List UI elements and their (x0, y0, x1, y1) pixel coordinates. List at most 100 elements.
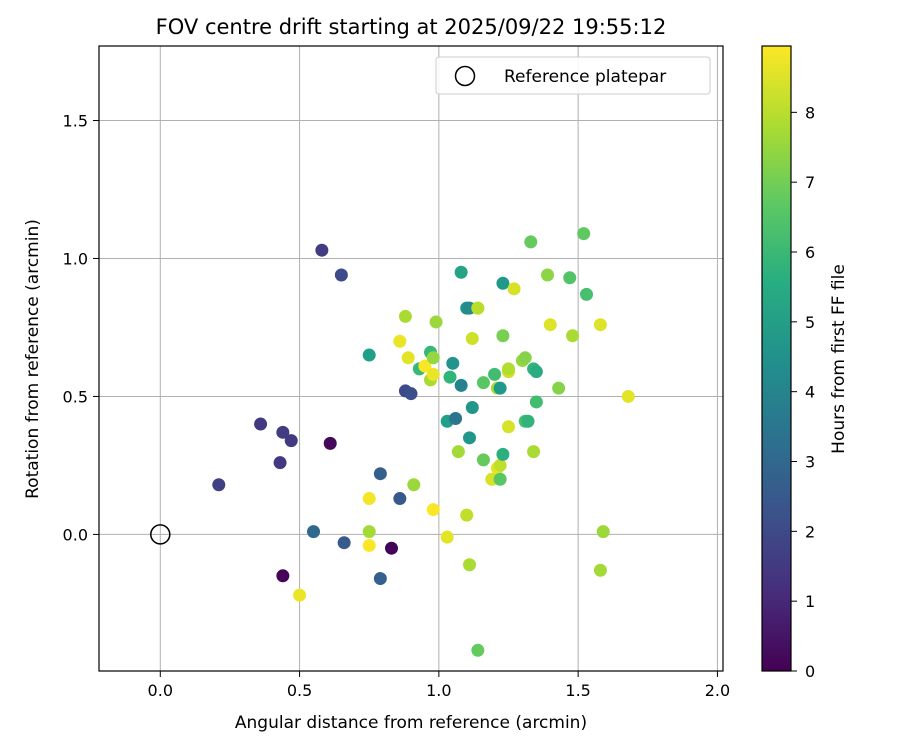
data-point (362, 348, 376, 362)
data-point (518, 351, 532, 365)
colorbar-tick-label: 6 (805, 243, 815, 262)
data-point (276, 569, 290, 583)
colorbar-ticks: 0 1 2 3 4 5 6 7 8 (791, 103, 815, 681)
reference-layer (150, 524, 171, 545)
data-point (527, 445, 541, 459)
data-point (471, 643, 485, 657)
data-point (362, 492, 376, 506)
data-point (429, 315, 443, 329)
legend-marker (454, 65, 476, 87)
data-point (524, 235, 538, 249)
y-tick-label: 1.5 (63, 112, 88, 131)
data-point (212, 478, 226, 492)
x-axis-label: Angular distance from reference (arcmin) (235, 713, 587, 733)
colorbar-tick-label: 1 (805, 592, 815, 611)
data-point (293, 588, 307, 602)
data-point (407, 478, 421, 492)
data-point (577, 227, 591, 241)
data-point (307, 525, 320, 539)
data-point (418, 359, 432, 373)
data-point (502, 362, 515, 376)
colorbar-tick-label: 0 (805, 662, 815, 681)
x-tick-label: 1.0 (426, 681, 451, 700)
data-point (337, 536, 351, 550)
data-point (460, 508, 474, 522)
data-point (334, 268, 348, 282)
data-point (476, 376, 490, 390)
y-axis-label: Rotation from reference (arcmin) (23, 219, 43, 499)
data-point (621, 389, 635, 403)
x-tick-label: 1.5 (565, 681, 590, 700)
data-point (273, 456, 287, 470)
data-point (426, 367, 440, 381)
data-point (446, 356, 460, 370)
data-point (463, 431, 476, 445)
data-point (493, 472, 507, 486)
colorbar-tick-label: 8 (805, 103, 815, 122)
colorbar-tick-label: 7 (805, 173, 815, 192)
data-point (529, 365, 543, 379)
data-point (454, 378, 468, 392)
data-point (476, 453, 490, 467)
data-point (529, 395, 543, 409)
colorbar: 0 1 2 3 4 5 6 7 8 Hours from first FF file (761, 45, 849, 681)
data-point (404, 387, 418, 401)
data-point (493, 381, 507, 395)
reference-platepar-marker (150, 524, 171, 545)
y-tick-label: 0.0 (63, 525, 88, 544)
data-point (593, 318, 607, 332)
data-point (465, 331, 479, 345)
data-point (463, 558, 476, 572)
colorbar-tick-label: 2 (805, 522, 815, 541)
y-tick-label: 1.0 (63, 249, 88, 268)
data-point (471, 301, 485, 315)
data-point (254, 417, 268, 431)
colorbar-tick-label: 3 (805, 453, 815, 472)
x-tick-label: 2.0 (705, 681, 730, 700)
data-point (541, 268, 554, 282)
chart-title: FOV centre drift starting at 2025/09/22 … (156, 15, 667, 39)
data-point (393, 492, 407, 506)
data-point (362, 525, 376, 539)
data-point (443, 370, 457, 384)
data-point (465, 400, 479, 414)
colorbar-tick-label: 5 (805, 313, 815, 332)
data-point (449, 412, 463, 426)
legend-label: Reference platepar (504, 67, 666, 87)
data-point (373, 572, 387, 586)
data-point (543, 318, 557, 332)
data-point (362, 538, 376, 552)
data-point (552, 381, 566, 395)
data-point (566, 329, 580, 343)
colorbar-label: Hours from first FF file (829, 264, 849, 454)
colorbar-gradient (761, 45, 792, 672)
data-point (401, 351, 415, 365)
data-point (507, 282, 521, 296)
data-point (593, 563, 607, 577)
legend: Reference platepar (435, 56, 711, 95)
data-point (502, 420, 515, 434)
data-point (596, 525, 610, 539)
data-point (373, 467, 387, 481)
data-point (521, 414, 535, 428)
data-point (323, 436, 337, 450)
y-axis-ticks: 0.0 0.5 1.0 1.5 (63, 112, 99, 544)
data-point (426, 351, 440, 365)
data-point (284, 434, 298, 448)
data-point (385, 541, 398, 555)
data-point (393, 334, 407, 348)
y-tick-label: 0.5 (63, 387, 88, 406)
data-point (398, 309, 412, 323)
data-point (496, 447, 510, 461)
data-point (496, 329, 510, 343)
data-point (426, 503, 440, 517)
data-point (488, 367, 502, 381)
data-point (454, 265, 468, 279)
data-point (496, 276, 510, 290)
x-axis-ticks: 0.0 0.5 1.0 1.5 2.0 (148, 671, 730, 700)
data-point (580, 287, 593, 301)
grid (99, 46, 723, 671)
legend-box (435, 56, 711, 95)
data-point (276, 425, 290, 439)
